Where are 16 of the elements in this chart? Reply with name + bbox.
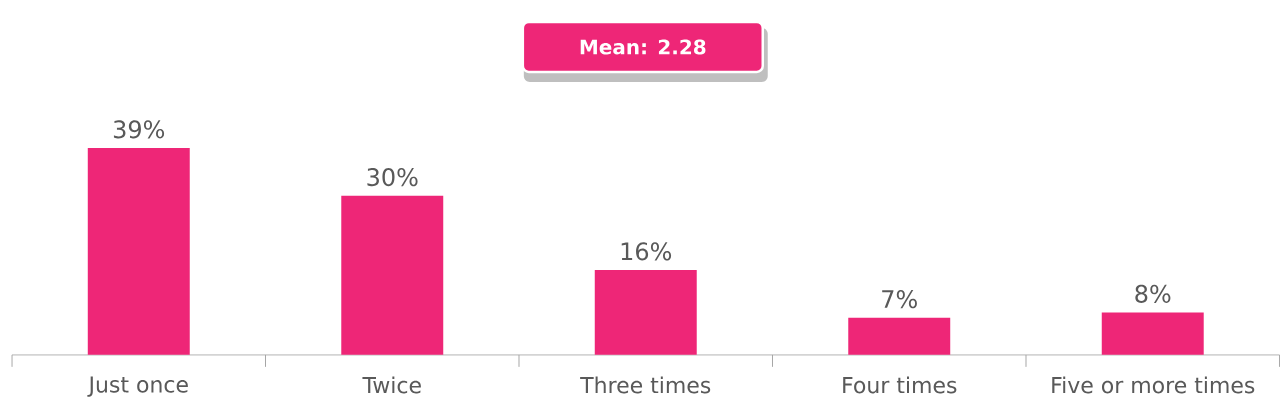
bar: [341, 195, 444, 355]
data-label: 7%: [882, 290, 917, 309]
data-label: 30%: [367, 168, 418, 187]
bar: [848, 317, 951, 355]
data-label: 16%: [621, 242, 672, 261]
x-tick-label: Just once: [87, 376, 188, 397]
data-label: 8%: [1135, 284, 1171, 303]
x-tick-label: Three times: [580, 376, 711, 394]
bar: [1101, 312, 1204, 355]
data-label: 39%: [113, 120, 165, 139]
text: Mean: 2.28: [580, 39, 706, 55]
bar: [594, 270, 697, 355]
x-tick-label: Four times: [843, 376, 957, 394]
x-tick-label: Twice: [362, 376, 421, 394]
bar: [87, 148, 190, 355]
x-tick-label: Five or more times: [1052, 376, 1255, 394]
